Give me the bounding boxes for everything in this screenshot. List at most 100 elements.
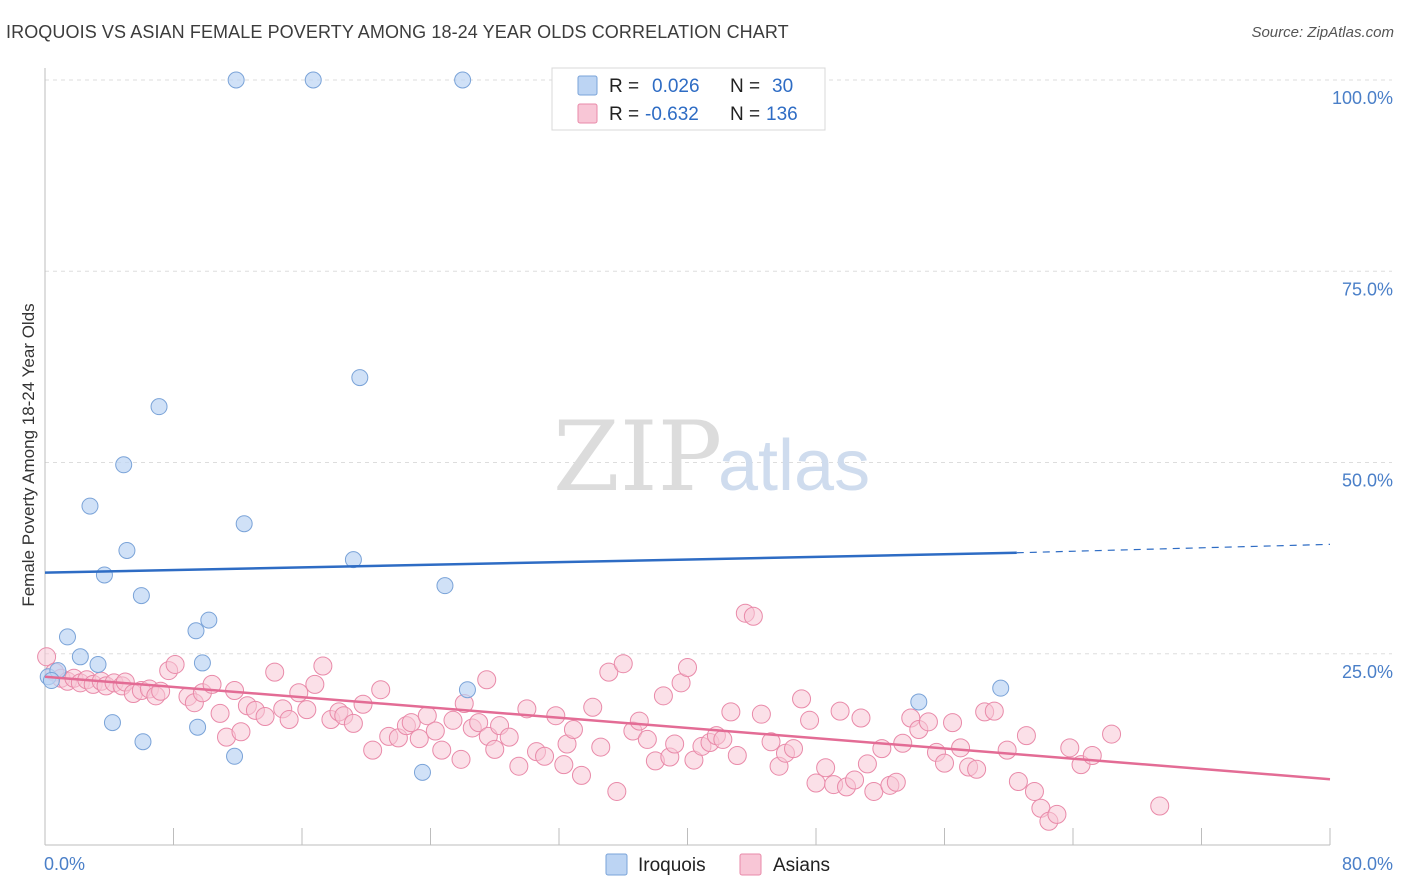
asians-point — [864, 781, 884, 801]
x-tick-label: 0.0% — [44, 854, 85, 874]
asians-point — [583, 697, 603, 717]
asians-point — [743, 606, 763, 626]
asians-point — [943, 713, 963, 733]
iroquois-point — [458, 681, 476, 699]
legend-r-label-2: R = — [609, 104, 639, 125]
iroquois-point — [189, 718, 207, 736]
asians-point — [469, 713, 489, 733]
asians-point — [451, 749, 471, 769]
trend-lines — [44, 543, 1331, 781]
iroquois-point — [200, 611, 218, 629]
iroquois-point — [134, 733, 152, 751]
asians-trend-line — [44, 675, 1331, 781]
asians-point — [517, 699, 537, 719]
iroquois-point — [95, 566, 113, 584]
asians-point — [571, 765, 591, 785]
iroquois-point — [58, 628, 76, 646]
asians-point — [432, 740, 452, 760]
iroquois-point — [42, 672, 60, 690]
asians-point — [1150, 796, 1170, 816]
y-tick-label: 50.0% — [1342, 471, 1393, 491]
asians-point — [265, 662, 285, 682]
y-tick-labels: 100.0% 75.0% 50.0% 25.0% — [1332, 88, 1393, 682]
legend-n-value-1: 30 — [772, 76, 793, 97]
legend-r-value-1: 0.026 — [652, 76, 700, 97]
iroquois-point — [454, 71, 472, 89]
asians-point — [37, 647, 57, 667]
asians-point — [713, 729, 733, 749]
asians-point — [353, 694, 373, 714]
x-tick-labels: 0.0% 80.0% — [44, 854, 1393, 874]
y-tick-label: 25.0% — [1342, 662, 1393, 682]
asians-point — [845, 770, 865, 790]
asians-point — [1060, 738, 1080, 758]
asians-point — [857, 754, 877, 774]
asians-point — [409, 729, 429, 749]
legend-n-label-2: N = — [730, 104, 760, 125]
asians-point — [984, 701, 1004, 721]
asians-point — [607, 781, 627, 801]
asians-point — [279, 710, 299, 730]
series-legend: Iroquois Asians — [605, 853, 830, 876]
asians-point — [401, 713, 421, 733]
iroquois-point — [227, 71, 245, 89]
asians-point — [231, 722, 251, 742]
bottom-legend-swatch-asians — [739, 853, 762, 876]
bottom-legend-swatch-iroquois — [605, 853, 628, 876]
iroquois-point — [150, 398, 168, 416]
iroquois-point — [115, 456, 133, 474]
asians-point — [951, 738, 971, 758]
watermark-zip: ZIP — [553, 401, 722, 513]
asians-point — [761, 732, 781, 752]
asians-point — [425, 721, 445, 741]
legend-n-label-1: N = — [730, 76, 760, 97]
iroquois-point — [132, 587, 150, 605]
iroquois-trend-line — [44, 551, 1017, 574]
asians-point — [1008, 772, 1028, 792]
asians-point — [535, 746, 555, 766]
asians-point — [591, 737, 611, 757]
watermark: ZIP atlas — [553, 401, 870, 513]
asians-point — [255, 706, 275, 726]
iroquois-point — [187, 622, 205, 640]
asians-point — [893, 733, 913, 753]
asians-point — [886, 772, 906, 792]
axes — [44, 68, 1331, 846]
asians-points — [37, 603, 1170, 831]
asians-point — [1102, 724, 1122, 744]
legend-n-value-2: 136 — [766, 104, 798, 125]
x-tick-label: 80.0% — [1342, 854, 1393, 874]
iroquois-point — [910, 693, 928, 711]
legend-r-value-2: -0.632 — [645, 104, 699, 125]
iroquois-trend-extension — [1016, 543, 1331, 554]
asians-point — [289, 683, 309, 703]
iroquois-point — [413, 763, 431, 781]
asians-point — [363, 740, 383, 760]
asians-point — [599, 662, 619, 682]
asians-point — [637, 729, 657, 749]
asians-point — [851, 708, 871, 728]
asians-point — [678, 658, 697, 678]
y-axis-title: Female Poverty Among 18-24 Year Olds — [19, 303, 38, 606]
asians-point — [816, 758, 836, 778]
iroquois-point — [103, 714, 121, 732]
asians-point — [629, 711, 649, 731]
asians-point — [165, 654, 185, 674]
asians-point — [305, 674, 325, 694]
asians-point — [935, 753, 954, 773]
iroquois-point — [81, 497, 99, 515]
asians-point — [499, 727, 519, 747]
iroquois-point — [118, 541, 136, 559]
asians-point — [297, 700, 317, 720]
watermark-atlas: atlas — [718, 426, 870, 506]
iroquois-point — [226, 747, 244, 765]
asians-point — [792, 689, 812, 709]
asians-point — [800, 710, 820, 730]
asians-point — [967, 759, 987, 779]
source-credit: Source: ZipAtlas.com — [1251, 24, 1394, 41]
asians-point — [371, 680, 391, 700]
iroquois-point — [992, 679, 1010, 697]
asians-point — [509, 756, 529, 776]
legend-r-label-1: R = — [609, 76, 639, 97]
